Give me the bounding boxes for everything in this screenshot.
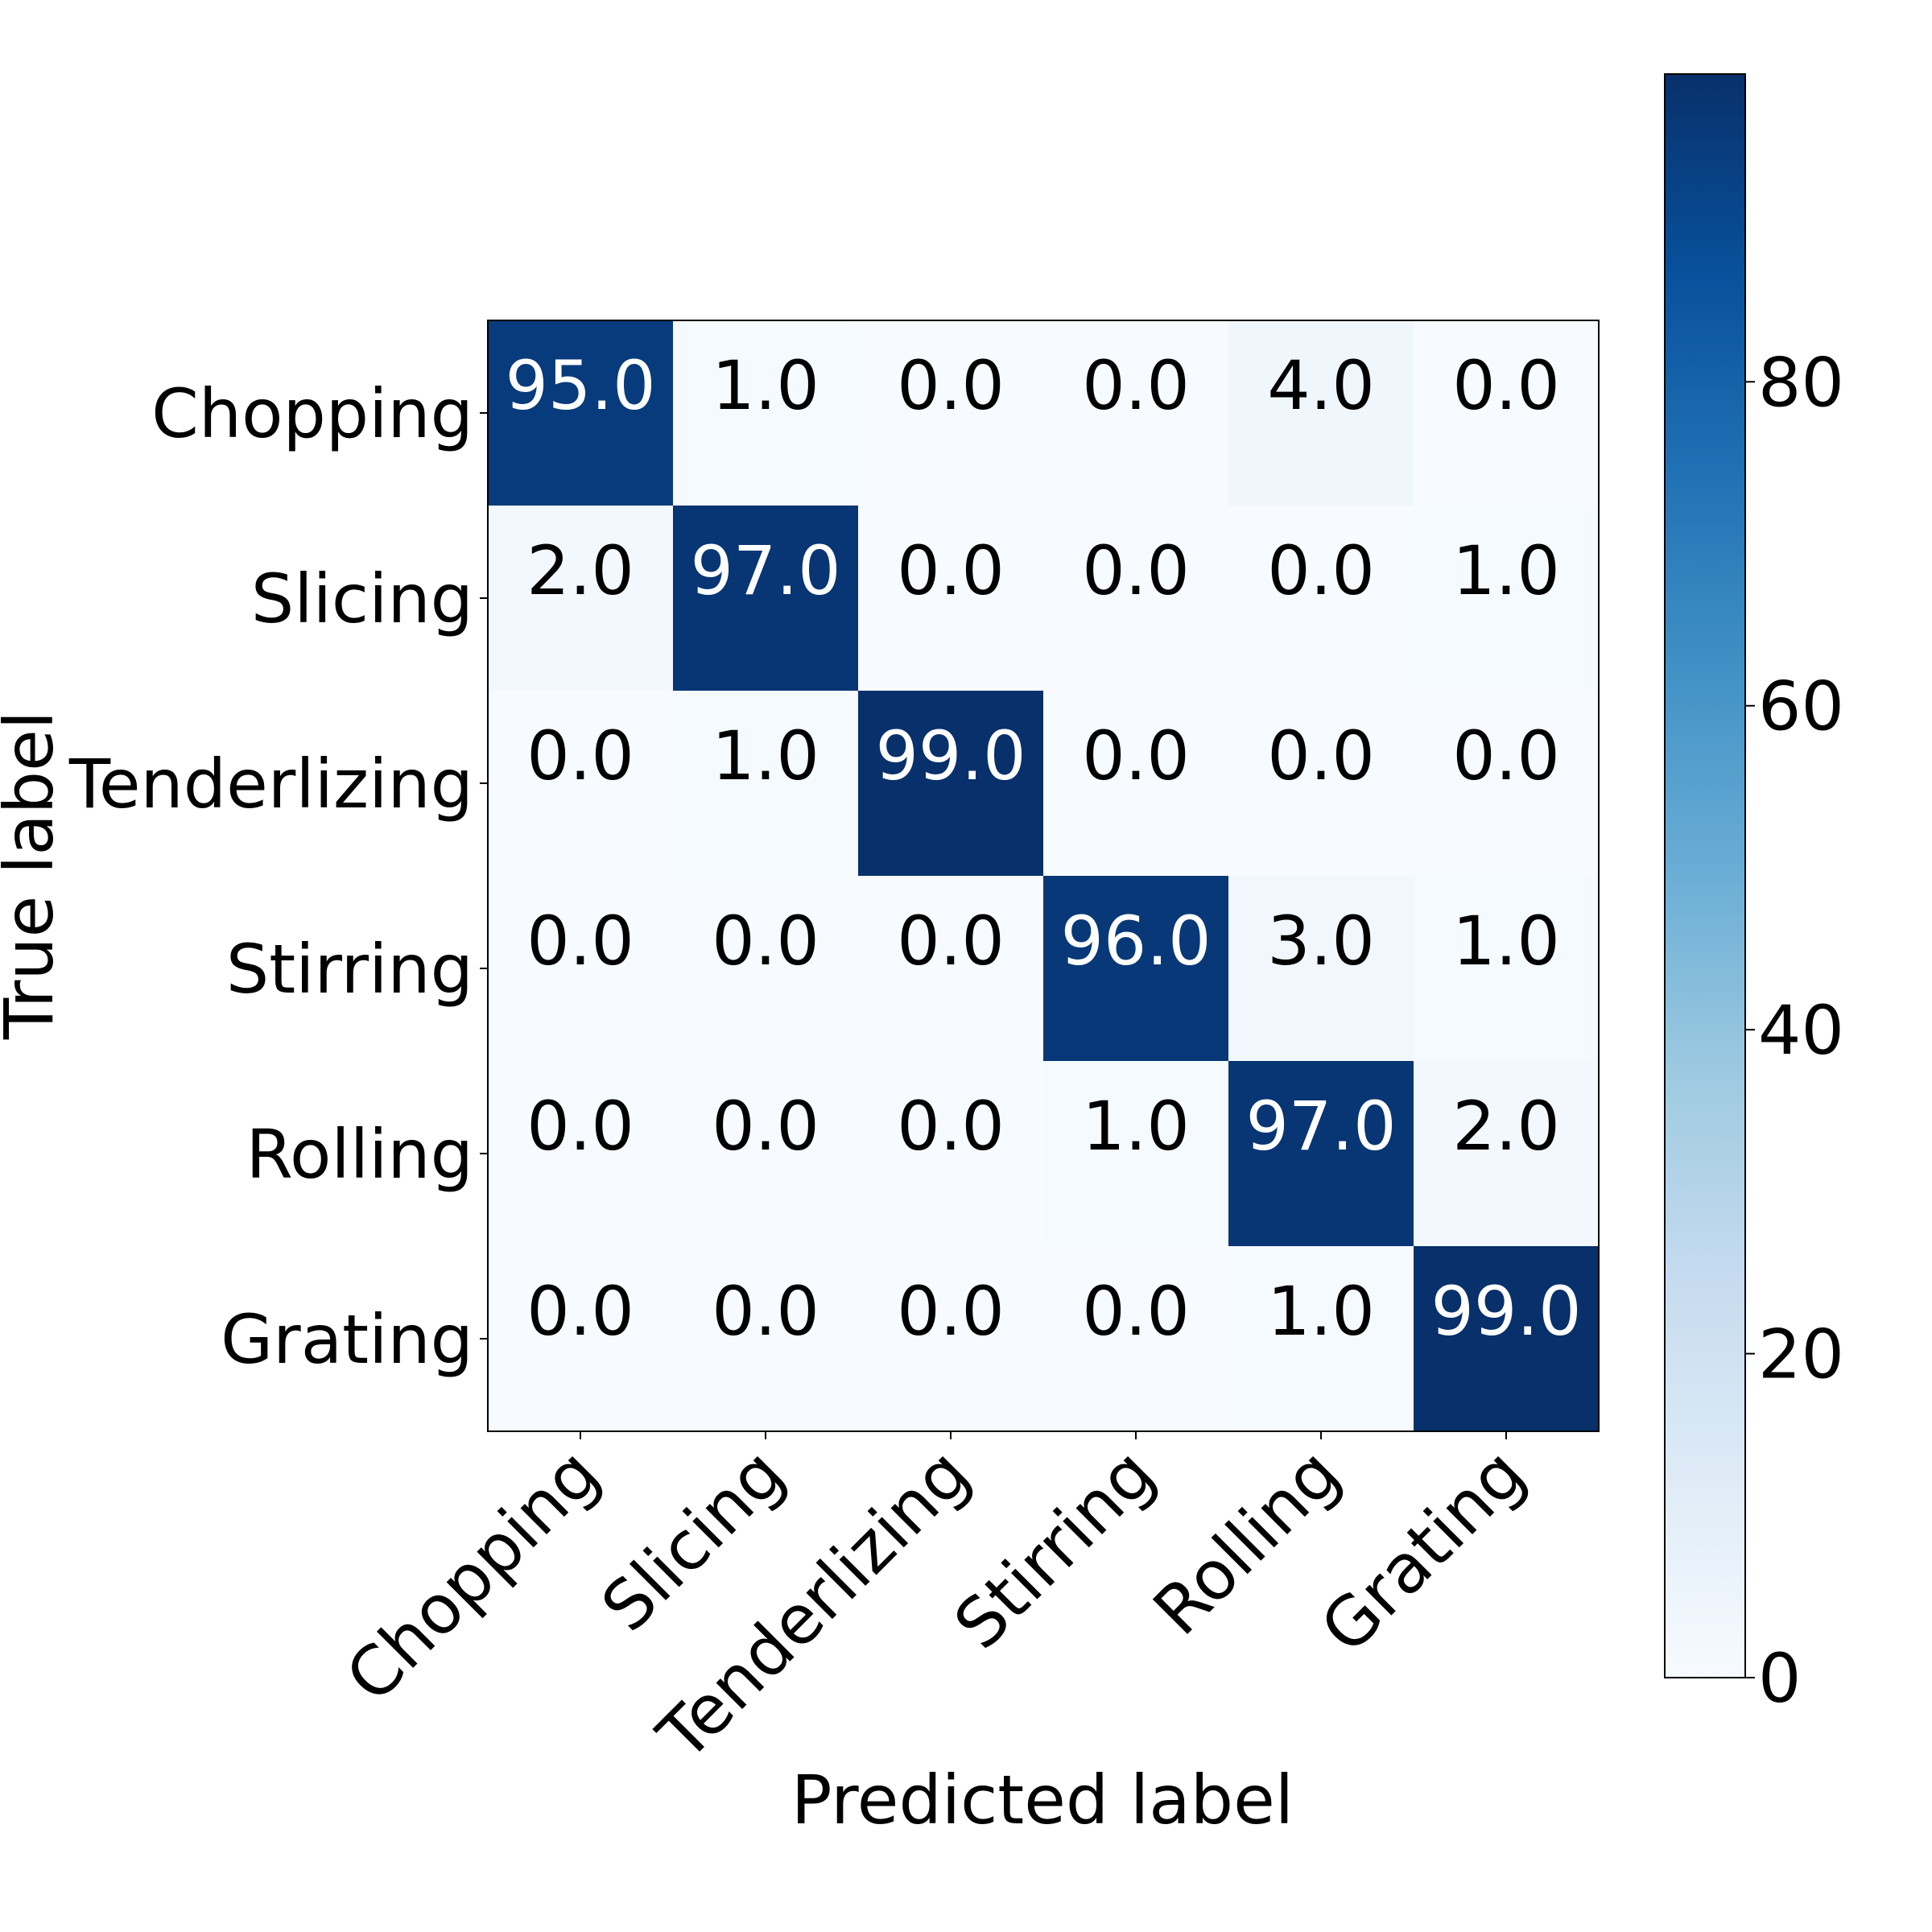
cell-value-labels: 95.0 1.0 0.0 0.0 4.0 0.0 2.0 97.0 0.0 0.0 0.0 1.0 0.… <box>505 346 1581 1351</box>
cell-value-label: 0.0 <box>897 1272 1005 1351</box>
heatmap-cell <box>488 320 673 506</box>
cell-value-label: 0.0 <box>1267 716 1375 795</box>
heatmap-cell <box>1414 320 1599 506</box>
cell-value-label: 1.0 <box>1452 902 1560 980</box>
heatmap-cell <box>1043 320 1228 506</box>
cell-value-label: 3.0 <box>1267 902 1375 980</box>
cell-value-label: 0.0 <box>1082 531 1190 610</box>
cell-value-label: 0.0 <box>526 1272 634 1351</box>
colorbar-tick-label: 80 <box>1758 343 1844 422</box>
colorbar-tick-label: 60 <box>1758 667 1844 746</box>
cell-value-label: 0.0 <box>526 716 634 795</box>
y-tick-label: Tenderlizing <box>68 745 473 824</box>
heatmap-cell <box>673 506 858 691</box>
cell-value-label: 97.0 <box>1245 1087 1396 1166</box>
y-tick-label: Stirring <box>226 930 473 1009</box>
x-tick-label: Stirring <box>939 1434 1170 1664</box>
cell-value-label: 0.0 <box>897 346 1005 425</box>
heatmap-cell <box>1043 506 1228 691</box>
cell-value-label: 0.0 <box>1452 716 1560 795</box>
heatmap-cell <box>1043 1246 1228 1431</box>
heatmap-cell <box>858 506 1043 691</box>
heatmap-cell <box>673 691 858 876</box>
cell-value-label: 99.0 <box>1430 1272 1581 1351</box>
cell-value-label: 1.0 <box>712 716 819 795</box>
heatmap-cell <box>673 320 858 506</box>
cell-value-label: 1.0 <box>712 346 819 425</box>
heatmap-cell <box>1228 320 1414 506</box>
cell-value-label: 0.0 <box>1082 1272 1190 1351</box>
cell-value-label: 4.0 <box>1267 346 1375 425</box>
heatmap-cell <box>1414 1061 1599 1246</box>
y-axis-label: True label <box>0 711 68 1040</box>
heatmap-cell <box>858 876 1043 1061</box>
heatmap-cell <box>673 876 858 1061</box>
colorbar-tick-label: 0 <box>1758 1639 1801 1718</box>
heatmap-cell <box>1414 876 1599 1061</box>
cell-value-label: 0.0 <box>526 1087 634 1166</box>
heatmap-cell <box>488 1061 673 1246</box>
heatmap-cell <box>1043 876 1228 1061</box>
x-axis-ticks: ChoppingSlicingTenderlizingStirringRolli… <box>331 1431 1540 1776</box>
heatmap-cell <box>858 320 1043 506</box>
cell-value-label: 0.0 <box>897 531 1005 610</box>
heatmap-cell <box>1228 506 1414 691</box>
heatmap-cell <box>1228 876 1414 1061</box>
cell-value-label: 2.0 <box>526 531 634 610</box>
cell-value-label: 0.0 <box>712 1087 819 1166</box>
heatmap-cell <box>488 506 673 691</box>
y-tick-label: Slicing <box>251 559 473 638</box>
heatmap-cell <box>488 876 673 1061</box>
heatmap-cell <box>1228 1061 1414 1246</box>
cell-value-label: 1.0 <box>1452 531 1560 610</box>
heatmap-cell <box>1414 691 1599 876</box>
cell-value-label: 0.0 <box>1267 531 1375 610</box>
y-tick-label: Chopping <box>151 374 473 453</box>
heatmap-cell <box>673 1061 858 1246</box>
heatmap-cell <box>1228 1246 1414 1431</box>
colorbar-tick-label: 20 <box>1758 1315 1844 1394</box>
cell-value-label: 0.0 <box>1082 346 1190 425</box>
colorbar-tick-label: 40 <box>1758 991 1844 1070</box>
heatmap-cells <box>488 320 1599 1431</box>
x-tick-label: Chopping <box>331 1434 614 1717</box>
cell-value-label: 95.0 <box>505 346 655 425</box>
heatmap-cell <box>673 1246 858 1431</box>
x-axis-label: Predicted label <box>791 1761 1294 1839</box>
cell-value-label: 0.0 <box>897 1087 1005 1166</box>
cell-value-label: 0.0 <box>897 902 1005 980</box>
heatmap-cell <box>858 1246 1043 1431</box>
x-tick-label: Grating <box>1306 1434 1540 1668</box>
cell-value-label: 0.0 <box>1452 346 1560 425</box>
heatmap-cell <box>488 691 673 876</box>
cell-value-label: 0.0 <box>712 1272 819 1351</box>
cell-value-label: 0.0 <box>526 902 634 980</box>
heatmap-cell <box>1043 1061 1228 1246</box>
cell-value-label: 1.0 <box>1082 1087 1190 1166</box>
heatmap-cell <box>1414 1246 1599 1431</box>
heatmap-cell <box>858 691 1043 876</box>
cell-value-label: 99.0 <box>875 716 1026 795</box>
heatmap-cell <box>1228 691 1414 876</box>
cell-value-label: 0.0 <box>712 902 819 980</box>
y-tick-label: Rolling <box>246 1115 473 1194</box>
cell-value-label: 97.0 <box>690 531 840 610</box>
heatmap-cell <box>1043 691 1228 876</box>
cell-value-label: 96.0 <box>1060 902 1211 980</box>
heatmap-cell <box>1414 506 1599 691</box>
colorbar <box>1664 73 1746 1678</box>
plot-frame <box>487 320 1600 1432</box>
y-axis-ticks: Chopping Slicing Tenderlizing Stirring Rolli… <box>68 374 488 1379</box>
colorbar-ticks: 0 20 40 60 80 <box>1745 343 1844 1718</box>
heatmap-cell <box>858 1061 1043 1246</box>
cell-value-label: 2.0 <box>1452 1087 1560 1166</box>
heatmap-cell <box>488 1246 673 1431</box>
y-tick-label: Grating <box>221 1300 473 1379</box>
cell-value-label: 0.0 <box>1082 716 1190 795</box>
cell-value-label: 1.0 <box>1267 1272 1375 1351</box>
